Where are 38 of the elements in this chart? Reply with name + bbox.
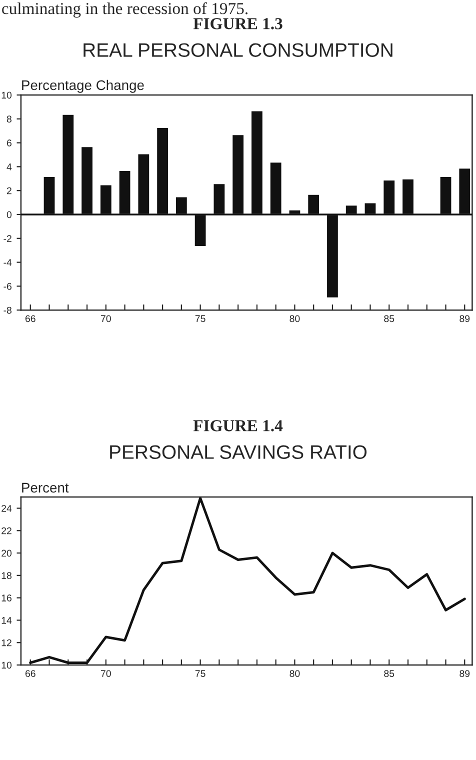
x-tick-label: 89 bbox=[460, 315, 470, 322]
x-tick-label: 80 bbox=[290, 670, 300, 677]
x-tick-label: 75 bbox=[195, 670, 206, 677]
x-tick-label: 70 bbox=[101, 315, 111, 322]
x-tick-label: 80 bbox=[290, 315, 300, 322]
y-tick-label: 22 bbox=[2, 527, 12, 534]
chart-title: FIGURE 1.4 bbox=[193, 420, 283, 432]
y-tick-label: 14 bbox=[2, 617, 12, 624]
y-tick-label: 2 bbox=[7, 187, 12, 194]
chart-subtitle: REAL PERSONAL CONSUMPTION bbox=[84, 43, 392, 57]
x-tick-label: 70 bbox=[101, 670, 111, 677]
text: culminating in the recession of 1975. bbox=[2, 2, 248, 18]
x-tick-label: 85 bbox=[384, 670, 394, 677]
y-tick-label: 12 bbox=[2, 639, 12, 646]
y-tick-label: 20 bbox=[2, 550, 12, 557]
y-tick-label: 8 bbox=[6, 116, 12, 123]
y-tick-label: 24 bbox=[2, 504, 12, 512]
y-tick-label: -2 bbox=[4, 235, 12, 242]
y-tick-label: -4 bbox=[4, 259, 12, 266]
y-tick-label: 18 bbox=[2, 572, 12, 580]
y-tick-label: 4 bbox=[6, 164, 12, 170]
y-tick-label: -6 bbox=[4, 282, 12, 290]
chart-title: FIGURE 1.3 bbox=[193, 18, 282, 30]
x-tick-label: 75 bbox=[195, 315, 206, 322]
y-tick-label: 6 bbox=[7, 140, 12, 146]
y-tick-label: 16 bbox=[2, 594, 12, 602]
y-tick-label: -8 bbox=[4, 306, 12, 314]
x-tick-label: 85 bbox=[384, 315, 394, 322]
x-tick-label: 89 bbox=[460, 670, 470, 677]
y-tick-label: 10 bbox=[2, 662, 12, 669]
x-tick-label: 66 bbox=[25, 315, 36, 322]
chart-subtitle: PERSONAL SAVINGS RATIO bbox=[110, 445, 367, 459]
x-tick-label: 66 bbox=[25, 670, 36, 677]
line-series bbox=[29, 497, 466, 664]
y-axis-title: Percentage Change bbox=[22, 80, 144, 93]
y-axis-title: Percent bbox=[22, 482, 69, 493]
y-tick-label: 0 bbox=[6, 211, 12, 218]
y-tick-label: 10 bbox=[2, 92, 12, 99]
